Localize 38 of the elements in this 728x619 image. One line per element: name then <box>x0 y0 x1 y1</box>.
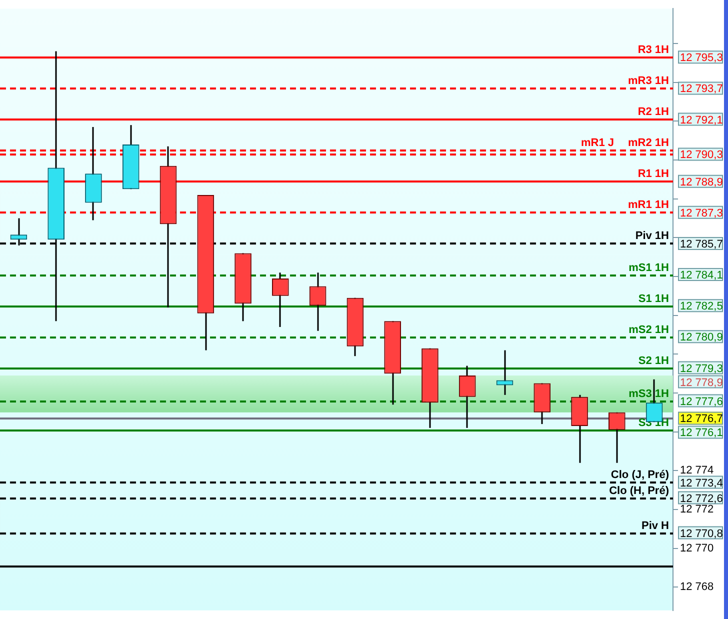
ref-line-label: mS2 1H <box>628 324 670 336</box>
y-tick-label: 12 770 <box>680 542 714 554</box>
ref-line-label: S1 1H <box>638 293 670 306</box>
text: 12 792,1 <box>680 114 723 126</box>
ref-line-label: R3 1H <box>638 44 670 56</box>
y-tick-label: 12 772 <box>680 503 714 516</box>
text: 12 772,6 <box>680 492 723 505</box>
y-tick-label: 12 774 <box>680 464 714 477</box>
text: 12 782,5 <box>680 300 723 313</box>
ref-line-label: Clo (J, Pré) <box>610 469 670 482</box>
text: 12 777,6 <box>680 396 723 408</box>
text: 12 776,1 <box>680 427 723 440</box>
text: 12 779,3 <box>680 362 723 375</box>
ref-line-label: R1 1H <box>638 168 670 180</box>
text: 12 785,7 <box>680 238 723 251</box>
text: 12 795,3 <box>680 52 723 64</box>
text: 12 784,1 <box>680 270 723 282</box>
candlestick <box>496 350 514 396</box>
ref-line-label: mS3 1H <box>628 388 670 400</box>
text: 12 773,4 <box>680 477 723 490</box>
ref-line-label: Clo (H, Pré) <box>609 485 670 498</box>
text: 12 770,8 <box>680 528 723 540</box>
text: 12 793,7 <box>680 83 723 96</box>
ref-line-label: mS1 1H <box>628 262 670 274</box>
candlestick <box>458 365 476 429</box>
text: 12 790,3 <box>680 149 723 162</box>
ref-line-label: S2 1H <box>638 355 670 368</box>
ref-line-label: mR3 1H <box>628 75 670 88</box>
ref-line-label: mR1 1H <box>628 199 670 212</box>
ref-line-label: mR2 1H <box>628 137 670 150</box>
ref-line-label: mR1 J <box>581 137 614 150</box>
text: 12 780,9 <box>680 332 723 344</box>
text: 12 787,3 <box>680 207 723 220</box>
y-tick-label: 12 768 <box>680 581 714 594</box>
text: 12 788,9 <box>680 176 723 188</box>
ref-line-label: R2 1H <box>638 106 670 118</box>
ref-line-label: Piv 1H <box>635 230 670 242</box>
ref-line-label: Piv H <box>641 520 670 532</box>
